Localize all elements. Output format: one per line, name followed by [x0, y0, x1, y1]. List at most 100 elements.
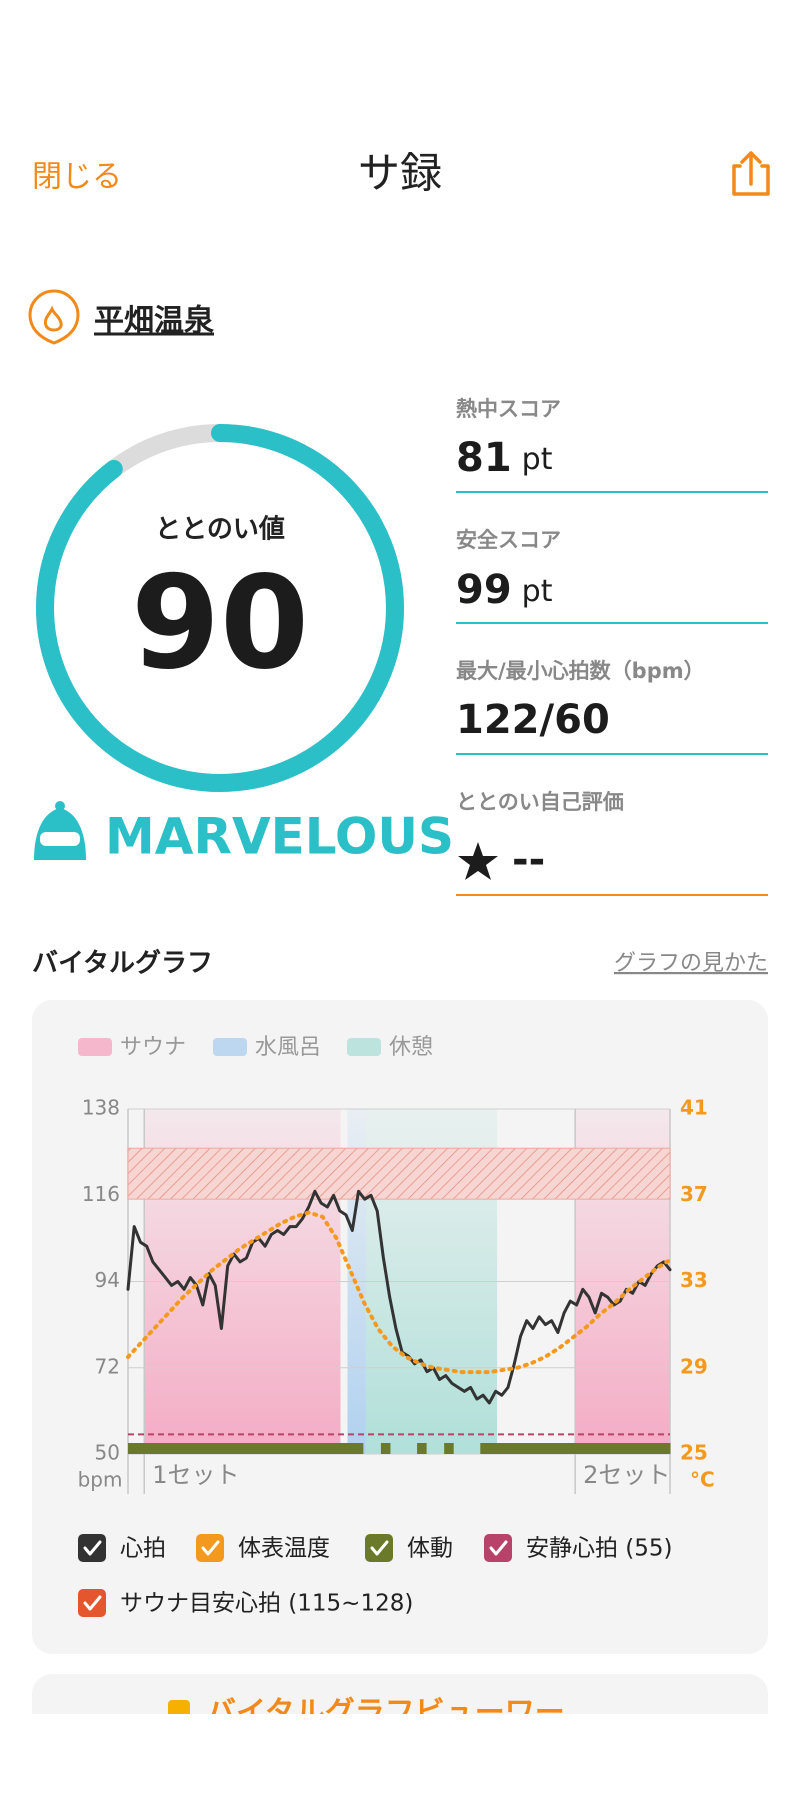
- score-label: ととのい値: [155, 515, 285, 545]
- set-label: 1セット: [152, 1461, 239, 1489]
- movement-bar: [651, 1443, 662, 1454]
- checkmark: [83, 1540, 102, 1556]
- movement-bar: [642, 1443, 653, 1454]
- checkmark: [201, 1540, 220, 1556]
- screen-title: サ録: [358, 149, 442, 198]
- series-toggle[interactable]: 心拍: [78, 1534, 166, 1562]
- temperature-line: [126, 1210, 672, 1375]
- star-icon[interactable]: [458, 842, 498, 880]
- movement-bar: [299, 1443, 310, 1454]
- movement-bar: [633, 1443, 644, 1454]
- series-toggle[interactable]: 体動: [365, 1534, 453, 1562]
- movement-bar: [624, 1443, 635, 1454]
- movement-bar: [209, 1443, 219, 1454]
- movement-bar: [281, 1443, 292, 1454]
- movement-bar: [380, 1443, 391, 1454]
- stat-value: 99 pt: [456, 567, 553, 613]
- legend-swatch: [347, 1038, 381, 1056]
- checkmark: [83, 1595, 102, 1611]
- stat-unit: pt: [522, 442, 553, 477]
- y2-tick-label: 37: [680, 1182, 708, 1206]
- stat-value: 81 pt: [456, 435, 553, 481]
- movement-bar: [489, 1443, 499, 1454]
- movement-bar: [155, 1443, 165, 1454]
- movement-bar: [227, 1443, 237, 1454]
- movement-bar: [552, 1443, 563, 1454]
- stat-number: 81: [456, 435, 512, 481]
- facility-icon: [28, 289, 80, 345]
- stat-label: 安全スコア: [456, 528, 561, 552]
- y2-tick-label: 41: [680, 1096, 708, 1120]
- y2-tick-label: 29: [680, 1354, 708, 1378]
- y2-tick-label: 25: [680, 1441, 708, 1465]
- movement-bar: [173, 1443, 183, 1454]
- movement-bar: [218, 1443, 228, 1454]
- facility-name[interactable]: 平畑温泉: [94, 304, 214, 339]
- checkbox: [78, 1534, 106, 1562]
- series-toggle[interactable]: 体表温度: [196, 1534, 330, 1562]
- viewer-background: [32, 1674, 768, 1714]
- legend-label: サウナ: [120, 1035, 186, 1060]
- movement-bar: [534, 1443, 545, 1454]
- movement-bar: [543, 1443, 554, 1454]
- movement-bar: [353, 1443, 364, 1454]
- movement-bar: [164, 1443, 174, 1454]
- movement-bar: [245, 1443, 255, 1454]
- stat-unit: pt: [522, 574, 553, 609]
- movement-bar: [417, 1443, 427, 1454]
- movement-bar: [254, 1443, 264, 1454]
- y2-tick-label: 33: [680, 1268, 708, 1292]
- viewer-label: バイタルグラフビューワー: [206, 1696, 565, 1731]
- y-tick-label: 72: [95, 1354, 120, 1378]
- movement-bar: [308, 1443, 319, 1454]
- gauge-arc: [36, 424, 404, 792]
- movement-bar: [570, 1443, 581, 1454]
- vital-chart: サウナ 水風呂 休憩 50 72 94 116 138 25 29 33 37 41 bpm °C 1セット 2…: [78, 1035, 715, 1617]
- movement-bar: [128, 1443, 138, 1454]
- movement-bar: [182, 1443, 192, 1454]
- movement-bar: [525, 1443, 535, 1454]
- stat-number: 99: [456, 567, 512, 613]
- toggle-label: 心拍: [120, 1536, 166, 1562]
- share-button[interactable]: [732, 151, 770, 196]
- y-axis-label: bpm: [78, 1468, 123, 1492]
- rank-icon: [34, 801, 86, 860]
- section-title: バイタルグラフ: [32, 949, 213, 979]
- y-tick-label: 94: [95, 1268, 120, 1292]
- movement-bar: [290, 1443, 301, 1454]
- y-tick-label: 116: [82, 1182, 120, 1206]
- movement-bar: [200, 1443, 210, 1454]
- movement-bar: [272, 1443, 283, 1454]
- viewer-card[interactable]: バイタルグラフビューワー: [32, 1674, 768, 1754]
- movement-bar: [561, 1443, 572, 1454]
- y-tick-label: 50: [95, 1441, 120, 1465]
- y2-axis-label: °C: [690, 1468, 715, 1492]
- movement-bar: [507, 1443, 517, 1454]
- movement-bar: [579, 1443, 590, 1454]
- movement-bar: [326, 1443, 337, 1454]
- movement-bar: [588, 1443, 599, 1454]
- movement-bar: [516, 1443, 526, 1454]
- checkmark: [489, 1540, 508, 1556]
- legend-swatch: [78, 1038, 112, 1056]
- scroll-edge: [0, 258, 800, 270]
- legend-label: 水風呂: [255, 1035, 321, 1060]
- movement-bar: [137, 1443, 147, 1454]
- stat-label: 最大/最小心拍数（bpm）: [456, 659, 705, 683]
- movement-bar: [263, 1443, 274, 1454]
- score-value: 90: [131, 549, 309, 698]
- series-toggle[interactable]: 安静心拍 (55): [484, 1534, 673, 1562]
- movement-bar: [660, 1443, 671, 1454]
- movement-bar: [317, 1443, 328, 1454]
- checkbox: [78, 1589, 106, 1617]
- close-button[interactable]: 閉じる: [32, 160, 122, 195]
- movement-bar: [597, 1443, 608, 1454]
- toggle-label: 体動: [407, 1536, 453, 1562]
- movement-bar: [498, 1443, 508, 1454]
- self-rating: --: [512, 837, 545, 883]
- series-toggle[interactable]: サウナ目安心拍 (115~128): [78, 1589, 413, 1617]
- movement-bar: [480, 1443, 490, 1454]
- help-link[interactable]: グラフの見かた: [614, 951, 768, 976]
